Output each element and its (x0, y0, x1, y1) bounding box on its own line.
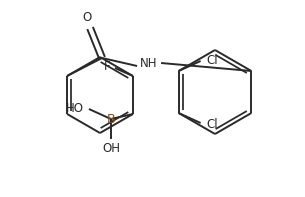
Text: HO: HO (66, 101, 84, 114)
Text: B: B (106, 112, 115, 125)
Text: Cl: Cl (207, 54, 218, 67)
Text: NH: NH (140, 57, 158, 70)
Text: OH: OH (102, 141, 120, 154)
Text: Cl: Cl (207, 117, 218, 130)
Text: F: F (104, 59, 110, 72)
Text: O: O (82, 10, 92, 23)
